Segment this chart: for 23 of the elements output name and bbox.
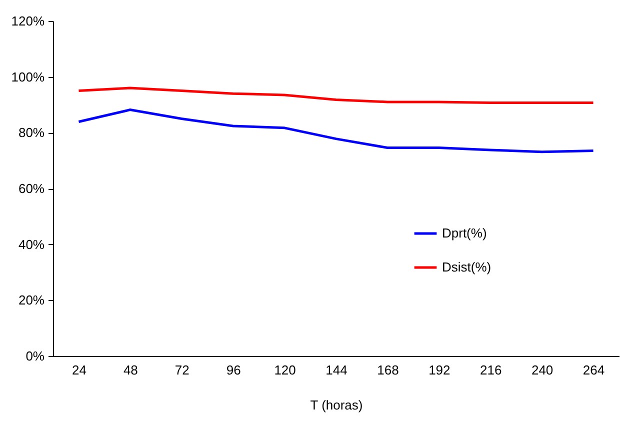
x-tick-label: 240	[531, 362, 554, 378]
y-tick-label: 100%	[11, 69, 45, 84]
x-tick-label: 264	[582, 362, 605, 378]
y-tick-label: 20%	[18, 292, 45, 308]
legend-label: Dsist(%)	[442, 260, 492, 274]
y-tick-label: 80%	[18, 125, 45, 140]
x-tick-label: 168	[377, 362, 399, 378]
y-tick-label: 60%	[18, 181, 45, 196]
x-tick-label: 72	[174, 362, 190, 378]
x-tick-label: 96	[226, 362, 241, 378]
x-axis-title: T (horas)	[310, 398, 363, 412]
y-tick-label: 40%	[18, 236, 45, 252]
legend-label: Dprt(%)	[442, 226, 487, 240]
x-tick-label: 192	[428, 362, 450, 378]
y-tick-label: 0%	[26, 348, 45, 364]
y-tick-label: 120%	[11, 14, 45, 28]
x-tick-label: 24	[72, 362, 86, 378]
line-series	[77, 108, 595, 154]
x-tick-label: 216	[480, 362, 502, 378]
x-tick-label: 120	[274, 362, 296, 378]
x-tick-label: 48	[123, 362, 138, 378]
x-tick-label: 144	[326, 362, 348, 378]
line-series	[77, 86, 595, 104]
